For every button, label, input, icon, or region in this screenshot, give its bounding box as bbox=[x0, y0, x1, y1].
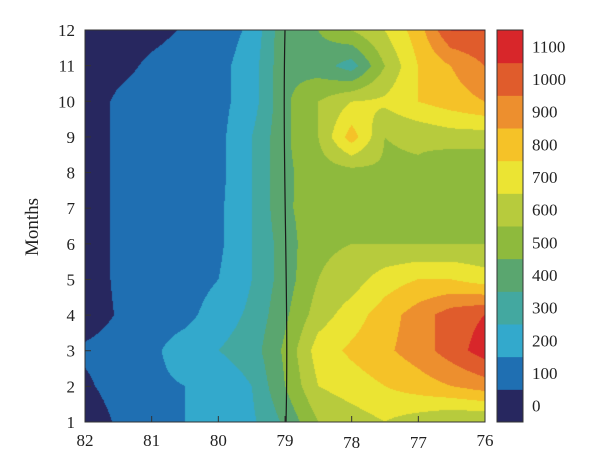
colorbar-tick-label: 200 bbox=[532, 331, 558, 350]
colorbar-swatch bbox=[497, 193, 523, 227]
colorbar-swatch bbox=[497, 128, 523, 162]
colorbar-tick-label: 300 bbox=[532, 299, 558, 318]
x-tick-label: 79 bbox=[277, 431, 294, 450]
colorbar-tick-label: 1100 bbox=[532, 37, 565, 56]
y-axis-label: Months bbox=[22, 198, 43, 256]
colorbar-tick-label: 400 bbox=[532, 266, 558, 285]
colorbar-tick-label: 600 bbox=[532, 201, 558, 220]
x-tick-label: 80 bbox=[210, 431, 227, 450]
colorbar-swatch bbox=[497, 356, 523, 390]
colorbar-tick-label: 500 bbox=[532, 233, 558, 252]
y-tick-label: 7 bbox=[67, 199, 76, 218]
y-tick-label: 4 bbox=[67, 306, 76, 325]
colorbar-swatch bbox=[497, 226, 523, 260]
colorbar-swatch bbox=[497, 30, 523, 64]
colorbar-tick-label: 1000 bbox=[532, 70, 566, 89]
colorbar-tick-label: 0 bbox=[532, 397, 541, 416]
x-tick-label: 81 bbox=[143, 431, 160, 450]
colorbar-swatch bbox=[497, 160, 523, 194]
y-tick-label: 12 bbox=[58, 21, 75, 40]
y-tick-label: 6 bbox=[67, 235, 76, 254]
y-tick-label: 5 bbox=[67, 270, 76, 289]
y-tick-label: 1 bbox=[67, 413, 76, 432]
x-tick-label: 76 bbox=[477, 431, 494, 450]
x-tick-label: 78 bbox=[343, 433, 360, 452]
colorbar-swatch bbox=[497, 62, 523, 96]
y-tick-label: 10 bbox=[58, 92, 75, 111]
colorbar-tick-label: 100 bbox=[532, 364, 558, 383]
x-tick-label: 82 bbox=[77, 431, 94, 450]
x-tick-label: 77 bbox=[410, 433, 428, 452]
y-tick-label: 3 bbox=[67, 342, 76, 361]
colorbar-swatch bbox=[497, 389, 523, 423]
colorbar-swatch bbox=[497, 95, 523, 129]
y-tick-label: 11 bbox=[59, 57, 75, 76]
colorbar-swatch bbox=[497, 324, 523, 358]
colorbar-tick-label: 800 bbox=[532, 135, 558, 154]
colorbar-swatch bbox=[497, 291, 523, 325]
reference-line-79 bbox=[283, 29, 288, 423]
y-tick-label: 9 bbox=[67, 128, 76, 147]
y-tick-label: 8 bbox=[67, 164, 76, 183]
colorbar-tick-label: 900 bbox=[532, 103, 558, 122]
colorbar-swatch bbox=[497, 258, 523, 292]
colorbar-tick-label: 700 bbox=[532, 168, 558, 187]
colorbar-frame bbox=[496, 29, 524, 423]
y-tick-label: 2 bbox=[67, 377, 76, 396]
